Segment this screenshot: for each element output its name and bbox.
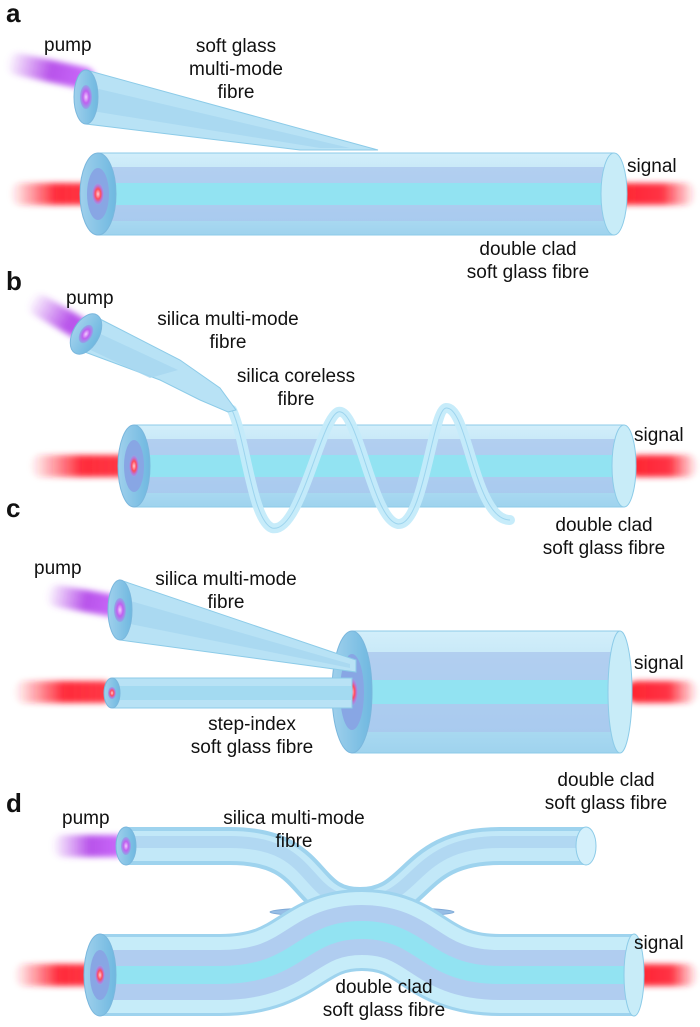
signal-output-beam — [632, 964, 698, 986]
panel-letter-d: d — [6, 788, 22, 818]
step-index-label-2: soft glass fibre — [191, 737, 314, 758]
signal-output-beam — [628, 455, 698, 477]
panel-letter-b: b — [6, 266, 22, 296]
signal-input-beam — [14, 964, 104, 986]
double-clad-fibre — [331, 630, 633, 754]
multimode-fibre-label-3: fibre — [218, 82, 255, 103]
step-index-fibre — [103, 677, 353, 709]
signal-input-beam — [30, 455, 134, 477]
double-clad-label-1: double clad — [479, 239, 576, 260]
multimode-fibre — [69, 313, 237, 413]
panel-d: d pump silica multi-mode fibre — [6, 770, 698, 1021]
pump-label: pump — [62, 808, 110, 829]
multimode-fibre-label-2: fibre — [276, 831, 313, 852]
panel-letter-c: c — [6, 493, 20, 523]
pump-beam — [6, 53, 96, 90]
signal-output-beam — [626, 681, 698, 703]
step-index-label-1: step-index — [208, 714, 296, 735]
double-clad-label-1: double clad — [555, 515, 652, 536]
double-clad-fibre — [83, 888, 645, 1017]
multimode-fibre-label-1: silica multi-mode — [157, 309, 298, 330]
pump-label: pump — [66, 288, 114, 309]
double-clad-top-label-2: soft glass fibre — [545, 793, 668, 814]
multimode-fibre-label-2: fibre — [210, 332, 247, 353]
panel-a: a pump soft glass multi-mode fibre sign — [6, 0, 696, 283]
multimode-fibre-label-1: silica multi-mode — [223, 808, 364, 829]
multimode-fibre-label-2: multi-mode — [189, 59, 283, 80]
double-clad-label-2: soft glass fibre — [467, 262, 590, 283]
signal-label: signal — [634, 425, 684, 446]
pump-label: pump — [44, 35, 92, 56]
multimode-fibre — [73, 69, 379, 151]
multimode-fibre — [107, 579, 357, 673]
double-clad-bottom-label-1: double clad — [335, 977, 432, 998]
multimode-fibre-label-2: fibre — [208, 592, 245, 613]
double-clad-top-label-1: double clad — [557, 770, 654, 791]
signal-input-beam — [14, 681, 114, 703]
coreless-fibre-label-1: silica coreless — [237, 366, 355, 387]
double-clad-bottom-label-2: soft glass fibre — [323, 1000, 446, 1021]
coreless-fibre-label-2: fibre — [278, 389, 315, 410]
signal-label: signal — [634, 933, 684, 954]
panel-c: c pump silica multi-mo — [6, 493, 698, 758]
multimode-fibre-label-1: silica multi-mode — [155, 569, 296, 590]
pump-label: pump — [34, 558, 82, 579]
signal-input-beam — [10, 183, 102, 205]
signal-label: signal — [627, 156, 677, 177]
signal-output-beam — [612, 183, 696, 205]
pump-beam — [52, 835, 128, 857]
panel-letter-a: a — [6, 0, 21, 28]
signal-label: signal — [634, 653, 684, 674]
multimode-fibre-label-1: soft glass — [196, 36, 276, 57]
panel-b: b pump silica multi-mode fibre silica co… — [6, 266, 698, 559]
double-clad-fibre — [79, 152, 628, 236]
pump-beam — [46, 584, 126, 618]
double-clad-label-2: soft glass fibre — [543, 538, 666, 559]
